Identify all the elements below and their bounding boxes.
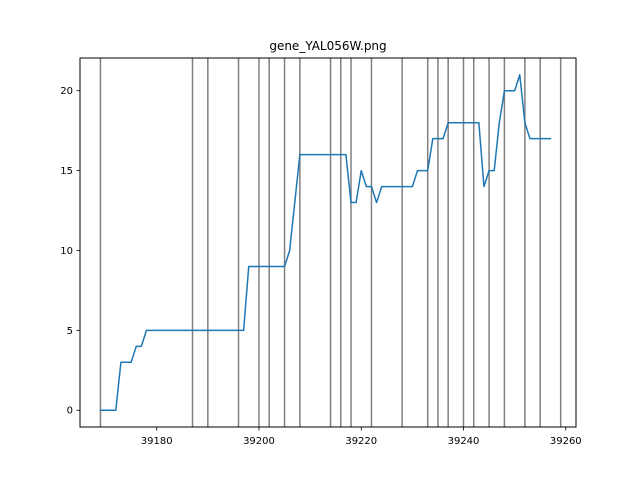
- chart-title: gene_YAL056W.png: [269, 39, 386, 53]
- series-line: [99, 74, 552, 411]
- y-tick-label: 15: [60, 166, 73, 177]
- y-tick-label: 20: [60, 86, 73, 97]
- x-tick-label: 39180: [141, 436, 173, 447]
- vertical-lines-group: [99, 58, 562, 427]
- x-tick-label: 39200: [243, 436, 275, 447]
- series-group: [99, 74, 552, 411]
- y-tick-label: 0: [67, 406, 73, 417]
- x-tick-label: 39220: [345, 436, 377, 447]
- y-tick-label: 5: [67, 326, 73, 337]
- plot-frame: [79, 57, 577, 428]
- x-tick-label: 39240: [448, 436, 480, 447]
- x-axis: 39180 39200 39220 39240 39260: [141, 427, 582, 447]
- x-tick-label: 39260: [550, 436, 582, 447]
- y-axis: 0 5 10 15 20: [60, 86, 80, 417]
- y-tick-label: 10: [60, 246, 73, 257]
